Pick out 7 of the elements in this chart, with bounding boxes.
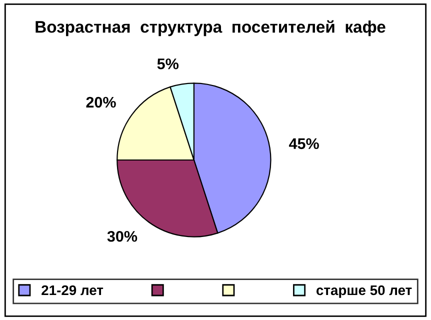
legend-label: старше 50 лет (316, 285, 412, 298)
chart-title: Возрастная структура посетителей кафе (36, 20, 386, 36)
data-label: 5% (157, 58, 179, 70)
data-label: 45% (289, 138, 319, 150)
data-label: 20% (86, 96, 116, 108)
legend-label: 21-29 лет (42, 285, 104, 296)
data-label: 30% (107, 230, 138, 242)
